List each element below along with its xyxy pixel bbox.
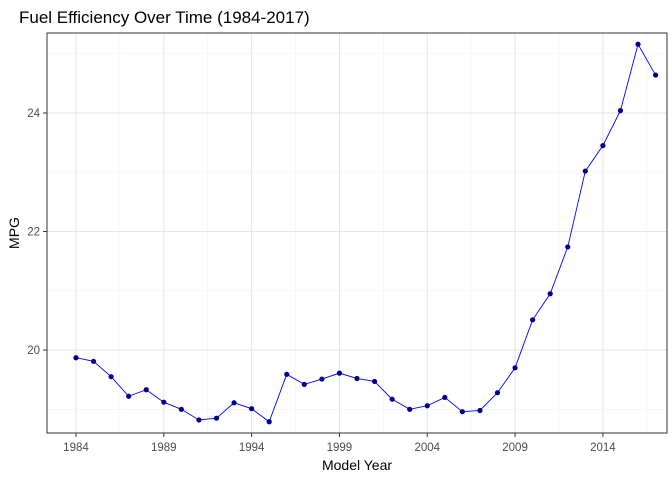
plot-panel: [47, 33, 667, 433]
data-point: [424, 403, 430, 409]
data-point: [284, 371, 290, 377]
data-point: [301, 381, 307, 388]
data-point: [108, 374, 114, 380]
gridlines: [47, 33, 667, 433]
data-point: [477, 407, 483, 414]
series-line: [75, 43, 656, 423]
data-point: [547, 291, 553, 297]
data-point: [582, 168, 588, 174]
data-point: [143, 387, 149, 393]
data-point: [73, 355, 79, 361]
x-tick-label: 2014: [590, 442, 616, 454]
y-tick-label: 20: [27, 345, 40, 357]
data-point: [161, 399, 167, 405]
data-point: [617, 108, 624, 114]
data-point: [512, 365, 518, 371]
y-tick-label: 22: [27, 227, 40, 239]
x-tick-label: 2004: [414, 442, 440, 454]
data-point: [196, 417, 202, 423]
x-tick-label: 1994: [239, 442, 265, 454]
chart-title: Fuel Efficiency Over Time (1984-2017): [19, 8, 310, 27]
data-point: [494, 390, 501, 396]
data-point: [90, 358, 97, 364]
y-tick-label: 24: [27, 108, 40, 120]
data-point: [213, 415, 220, 421]
y-axis-title: MPG: [6, 217, 22, 249]
data-series: [73, 41, 659, 425]
data-point: [530, 317, 536, 323]
data-point: [354, 375, 360, 382]
x-tick-label: 2009: [502, 442, 528, 454]
data-point: [249, 406, 255, 412]
data-point: [178, 406, 184, 412]
plot-border: [46, 32, 668, 434]
data-point: [126, 393, 132, 399]
x-tick-label: 1989: [151, 442, 177, 454]
data-point: [652, 72, 659, 78]
data-point: [600, 142, 606, 149]
data-point: [336, 370, 343, 376]
data-point: [635, 41, 641, 47]
data-point: [371, 378, 378, 385]
data-point: [389, 396, 395, 402]
x-tick-label: 1984: [63, 442, 89, 454]
x-axis-title: Model Year: [322, 457, 392, 473]
data-point: [319, 376, 325, 382]
data-point: [231, 400, 237, 406]
data-point: [459, 409, 465, 415]
data-point: [565, 244, 571, 250]
data-point: [442, 394, 448, 401]
x-tick-label: 1999: [327, 442, 353, 454]
data-point: [407, 406, 413, 412]
data-point: [266, 419, 272, 425]
axes: 1984 1989 1994 1999 2004 2009 2014 20 22 24: [27, 108, 616, 454]
